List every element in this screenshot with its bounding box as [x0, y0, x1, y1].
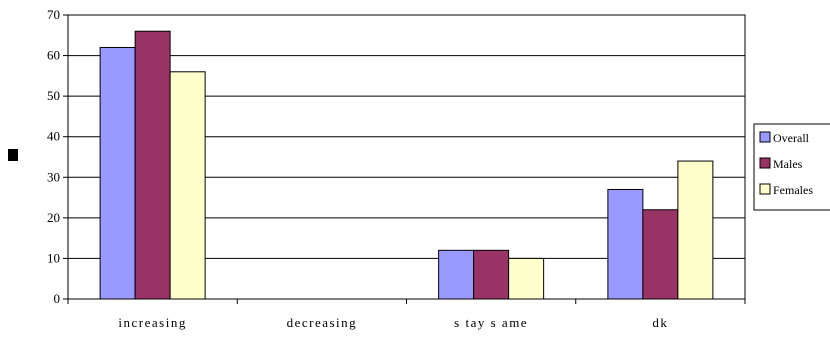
y-tick-label: 50: [47, 88, 60, 103]
bar-females-increasing: [169, 71, 206, 300]
bar-overall-dk: [607, 188, 644, 300]
bar-males-dk: [642, 209, 679, 300]
x-category-label: increasing: [118, 315, 186, 330]
legend-label-overall: Overall: [773, 131, 810, 145]
x-axis-ticks: increasing decreasing s tay s ame dk: [67, 299, 746, 330]
legend: Overall Males Females: [753, 123, 830, 211]
bar-males-staysame: [473, 249, 510, 300]
y-axis-title-marker: [8, 149, 18, 161]
legend-swatch-females: [759, 183, 771, 195]
legend-label-males: Males: [773, 157, 803, 171]
legend-swatch-males: [759, 157, 771, 169]
bar-overall-increasing: [99, 46, 136, 300]
y-tick-label: 20: [47, 210, 60, 225]
bar-females-dk: [677, 160, 714, 300]
y-axis-ticks: 0 10 20 30 40 50 60 70: [47, 7, 68, 306]
y-tick-label: 0: [54, 291, 61, 306]
bars: [99, 30, 714, 300]
legend-label-females: Females: [773, 183, 813, 197]
x-category-label: dk: [652, 315, 668, 330]
y-tick-label: 10: [47, 250, 60, 265]
bar-males-increasing: [134, 30, 171, 300]
bar-overall-staysame: [438, 249, 475, 300]
y-tick-label: 30: [47, 169, 60, 184]
x-category-label: s tay s ame: [454, 315, 528, 330]
x-category-label: decreasing: [287, 315, 358, 330]
y-tick-label: 40: [47, 129, 60, 144]
bar-females-staysame: [508, 257, 545, 300]
y-tick-label: 60: [47, 48, 60, 63]
y-tick-label: 70: [47, 7, 60, 22]
legend-swatch-overall: [759, 131, 771, 143]
